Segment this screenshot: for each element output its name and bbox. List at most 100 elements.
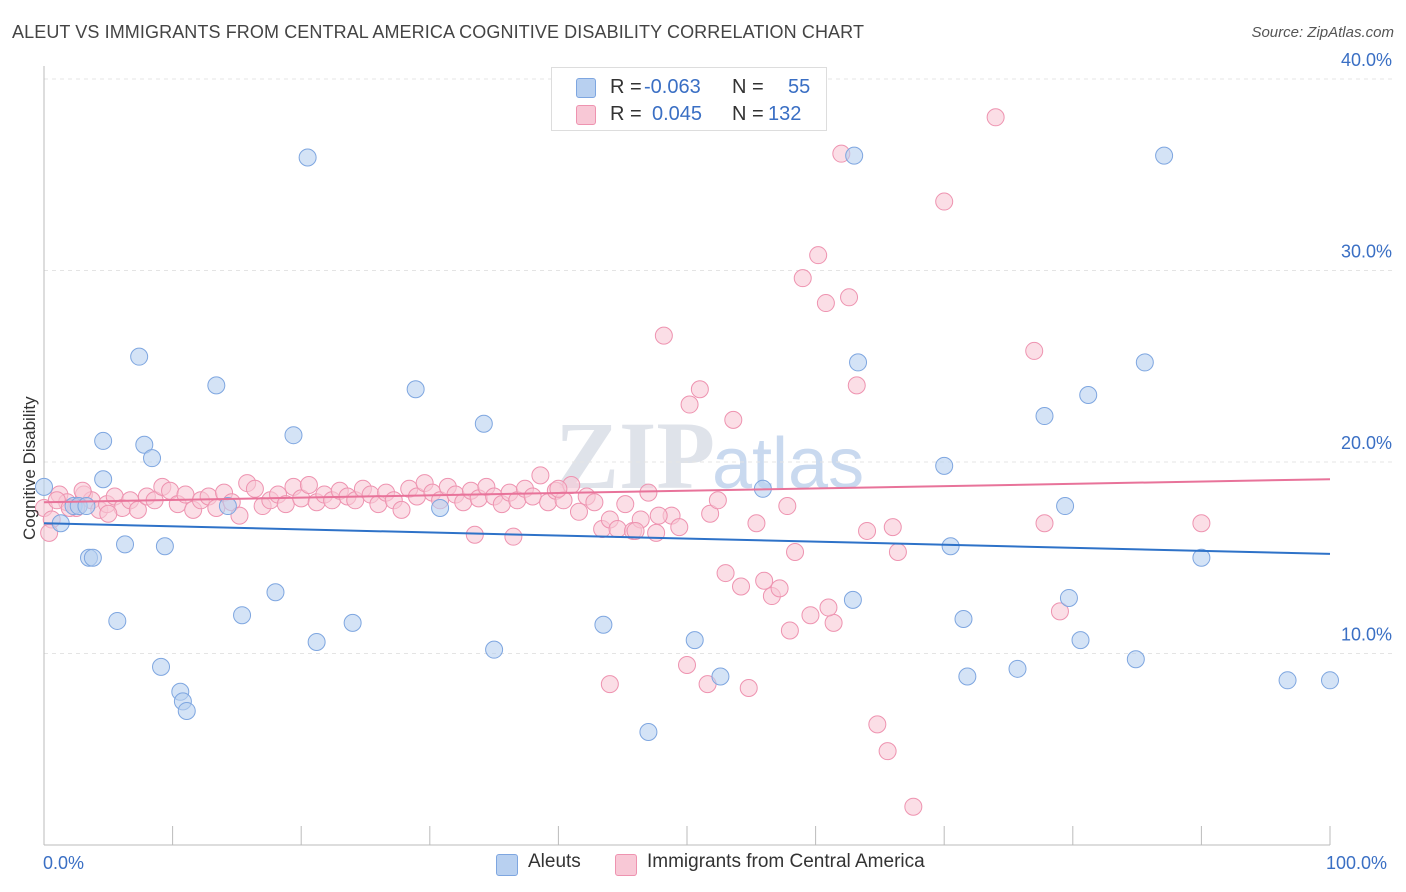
data-point-aleuts bbox=[343, 613, 362, 632]
data-point-immigrants bbox=[770, 579, 789, 598]
n-label: N = bbox=[732, 76, 764, 98]
series-aleuts-points bbox=[35, 146, 1339, 742]
x-tick-min: 0.0% bbox=[43, 853, 85, 873]
data-point-immigrants bbox=[847, 376, 866, 395]
y-tick-label: 20.0% bbox=[1341, 433, 1392, 453]
data-point-aleuts bbox=[1056, 497, 1075, 516]
data-point-aleuts bbox=[207, 376, 226, 395]
data-point-immigrants bbox=[1192, 514, 1211, 533]
watermark-atlas: atlas bbox=[712, 424, 864, 504]
data-point-immigrants bbox=[801, 606, 820, 625]
data-point-immigrants bbox=[1050, 602, 1069, 621]
n-value: 132 bbox=[768, 103, 802, 125]
data-point-aleuts bbox=[155, 537, 174, 556]
data-point-immigrants bbox=[1035, 514, 1054, 533]
data-point-immigrants bbox=[392, 500, 411, 519]
data-point-immigrants bbox=[868, 715, 887, 734]
data-point-immigrants bbox=[523, 487, 542, 506]
data-point-immigrants bbox=[755, 571, 774, 590]
data-point-immigrants bbox=[626, 521, 645, 540]
data-point-immigrants bbox=[986, 108, 1005, 127]
data-point-immigrants bbox=[780, 621, 799, 640]
data-point-aleuts bbox=[77, 497, 96, 516]
data-point-aleuts bbox=[35, 477, 53, 496]
data-point-aleuts bbox=[941, 537, 960, 556]
data-point-immigrants bbox=[616, 495, 635, 514]
n-value: 55 bbox=[788, 76, 811, 98]
y-tick-labels: 10.0% 20.0% 30.0% 40.0% bbox=[1341, 50, 1392, 645]
data-point-immigrants bbox=[935, 192, 954, 211]
data-point-aleuts bbox=[1321, 671, 1339, 690]
y-tick-label: 40.0% bbox=[1341, 50, 1392, 70]
legend-swatch-blue bbox=[496, 854, 518, 876]
n-label: N = bbox=[732, 103, 764, 125]
data-point-aleuts bbox=[1035, 407, 1054, 426]
data-point-immigrants bbox=[778, 497, 797, 516]
data-point-immigrants bbox=[585, 493, 604, 512]
data-point-immigrants bbox=[649, 506, 668, 525]
data-point-aleuts bbox=[935, 456, 954, 475]
data-point-aleuts bbox=[1155, 146, 1174, 165]
data-point-immigrants bbox=[99, 504, 118, 523]
grid-lines bbox=[44, 78, 1392, 654]
legend-label-aleuts: Aleuts bbox=[528, 851, 581, 872]
data-point-immigrants bbox=[724, 410, 743, 429]
data-point-aleuts bbox=[83, 548, 102, 567]
x-tick-max: 100.0% bbox=[1326, 853, 1388, 873]
data-point-immigrants bbox=[816, 294, 835, 313]
data-point-immigrants bbox=[569, 502, 588, 521]
data-point-immigrants bbox=[73, 481, 92, 500]
data-point-immigrants bbox=[840, 288, 859, 307]
data-point-immigrants bbox=[639, 483, 658, 502]
data-point-aleuts bbox=[108, 611, 127, 630]
data-point-immigrants bbox=[465, 525, 484, 544]
data-point-immigrants bbox=[747, 514, 766, 533]
data-point-immigrants bbox=[701, 504, 720, 523]
data-point-aleuts bbox=[1126, 650, 1145, 669]
data-point-immigrants bbox=[608, 520, 627, 539]
trend-line-aleuts bbox=[43, 522, 1331, 555]
data-point-immigrants bbox=[531, 466, 550, 485]
data-point-aleuts bbox=[431, 498, 450, 517]
data-point-aleuts bbox=[135, 435, 154, 454]
data-point-immigrants bbox=[809, 246, 828, 265]
data-point-immigrants bbox=[690, 380, 709, 399]
data-point-aleuts bbox=[474, 414, 493, 433]
data-point-aleuts bbox=[1071, 631, 1090, 650]
y-tick-label: 10.0% bbox=[1341, 625, 1392, 645]
legend-swatch-pink bbox=[615, 854, 637, 876]
data-point-immigrants bbox=[678, 655, 696, 674]
data-point-aleuts bbox=[143, 449, 162, 468]
data-point-aleuts bbox=[218, 497, 237, 516]
trend-line-immigrants bbox=[43, 478, 1331, 504]
data-point-aleuts bbox=[406, 380, 425, 399]
data-point-aleuts bbox=[177, 701, 196, 720]
data-point-aleuts bbox=[845, 146, 864, 165]
r-value: 0.045 bbox=[652, 103, 703, 125]
trend-lines bbox=[43, 478, 1331, 555]
data-point-immigrants bbox=[299, 475, 318, 494]
data-point-aleuts bbox=[307, 633, 326, 652]
data-point-aleuts bbox=[639, 723, 658, 742]
data-point-immigrants bbox=[245, 479, 264, 498]
stats-legend: R = -0.063 N = 55 R = 0.045 N = 132 bbox=[551, 67, 827, 131]
source-label: Source: ZipAtlas.com bbox=[1251, 24, 1394, 41]
data-point-immigrants bbox=[670, 518, 689, 537]
legend-swatch-pink bbox=[576, 105, 596, 125]
data-point-aleuts bbox=[711, 667, 730, 686]
data-point-immigrants bbox=[600, 675, 619, 694]
data-point-aleuts bbox=[152, 657, 171, 676]
data-point-aleuts bbox=[94, 470, 113, 489]
axes bbox=[43, 66, 1331, 846]
y-tick-label: 30.0% bbox=[1341, 242, 1392, 262]
data-point-immigrants bbox=[654, 326, 673, 345]
data-point-immigrants bbox=[904, 797, 923, 816]
data-point-immigrants bbox=[888, 543, 907, 562]
data-point-immigrants bbox=[680, 395, 699, 414]
data-point-immigrants bbox=[786, 543, 805, 562]
y-axis-label: Cognitive Disability bbox=[20, 396, 39, 540]
data-point-aleuts bbox=[233, 606, 252, 625]
data-point-aleuts bbox=[1135, 353, 1154, 372]
data-point-immigrants bbox=[878, 742, 897, 761]
